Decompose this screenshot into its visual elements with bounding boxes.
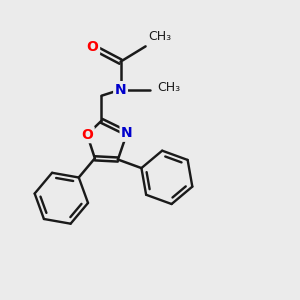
Text: N: N [121,126,133,140]
Text: O: O [87,40,98,54]
Text: CH₃: CH₃ [158,81,181,94]
Text: N: N [115,82,126,97]
Text: O: O [81,128,93,142]
Text: CH₃: CH₃ [148,30,172,43]
